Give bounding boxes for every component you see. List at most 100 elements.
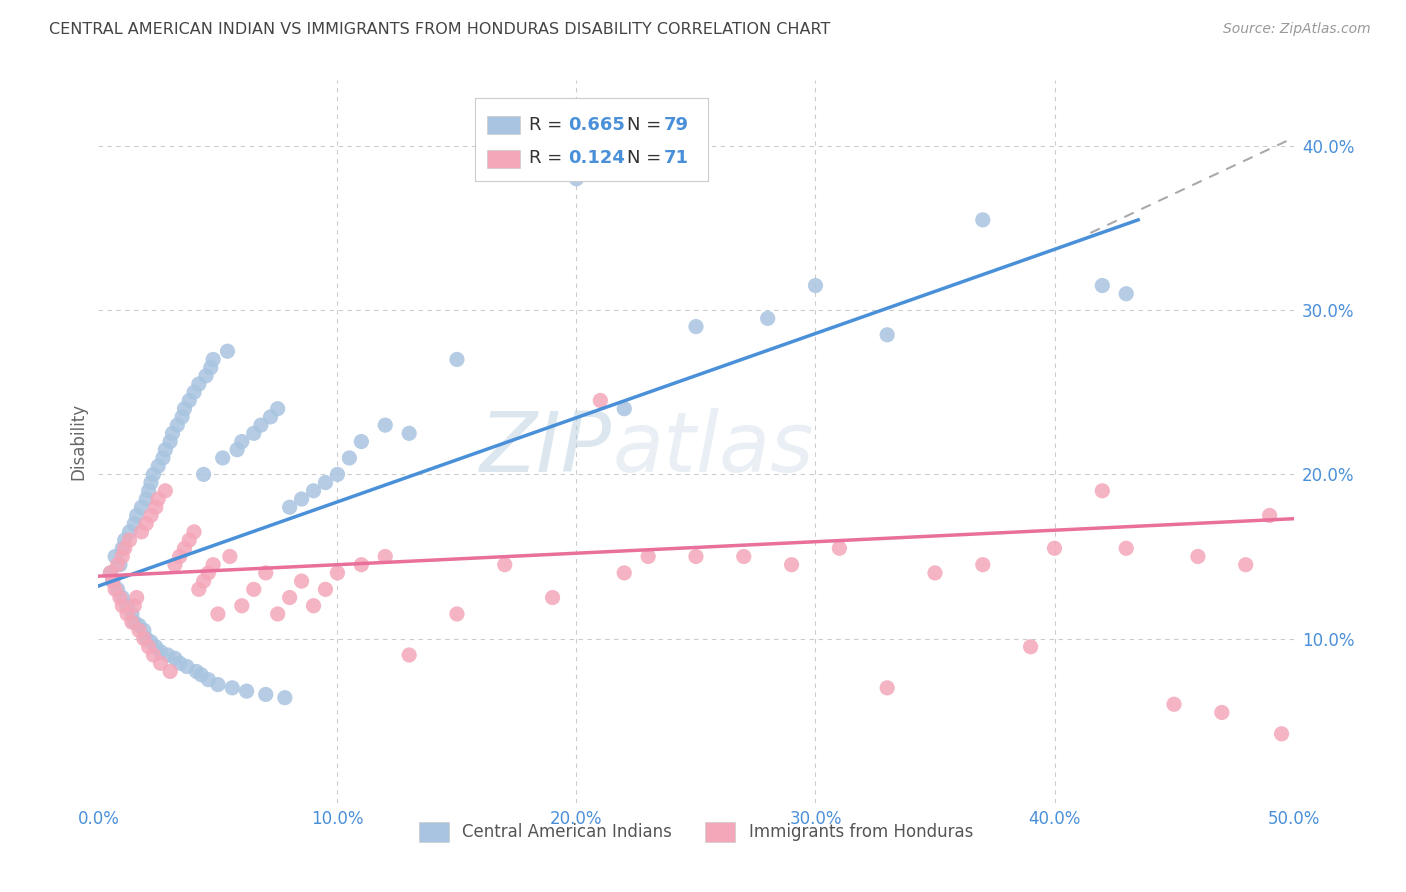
- FancyBboxPatch shape: [486, 150, 520, 168]
- Point: [207, 677, 229, 691]
- Text: 0.665: 0.665: [568, 116, 626, 134]
- Point: [315, 582, 337, 597]
- Point: [135, 632, 157, 646]
- Point: [159, 665, 181, 679]
- Point: [685, 549, 707, 564]
- Text: CENTRAL AMERICAN INDIAN VS IMMIGRANTS FROM HONDURAS DISABILITY CORRELATION CHART: CENTRAL AMERICAN INDIAN VS IMMIGRANTS FR…: [49, 22, 831, 37]
- Text: R =: R =: [529, 116, 568, 134]
- Text: N =: N =: [627, 116, 666, 134]
- Text: ZIP: ZIP: [481, 409, 613, 490]
- Point: [202, 558, 225, 572]
- Point: [1234, 558, 1257, 572]
- Point: [111, 591, 134, 605]
- Point: [1258, 508, 1281, 523]
- Point: [1115, 286, 1137, 301]
- Point: [98, 566, 122, 580]
- Point: [179, 393, 201, 408]
- Legend: Central American Indians, Immigrants from Honduras: Central American Indians, Immigrants fro…: [412, 815, 980, 848]
- Point: [169, 657, 191, 671]
- Point: [173, 541, 195, 556]
- Point: [107, 582, 129, 597]
- Point: [374, 418, 396, 433]
- Point: [278, 500, 301, 515]
- Point: [291, 491, 314, 506]
- Point: [221, 681, 243, 695]
- Point: [163, 651, 186, 665]
- Point: [148, 459, 170, 474]
- Point: [104, 549, 127, 564]
- Point: [197, 673, 219, 687]
- Point: [267, 607, 290, 621]
- Point: [1091, 483, 1114, 498]
- Point: [446, 607, 468, 621]
- Point: [243, 582, 266, 597]
- Point: [142, 648, 165, 662]
- Point: [149, 645, 172, 659]
- Point: [138, 640, 160, 654]
- Point: [756, 311, 779, 326]
- Point: [685, 319, 707, 334]
- Point: [235, 684, 257, 698]
- Point: [128, 624, 150, 638]
- Point: [118, 524, 141, 539]
- Point: [155, 442, 177, 457]
- Point: [155, 483, 177, 498]
- Point: [250, 418, 273, 433]
- Point: [326, 566, 349, 580]
- Point: [162, 426, 184, 441]
- Point: [108, 591, 131, 605]
- Point: [163, 558, 186, 572]
- Point: [190, 667, 212, 681]
- Point: [398, 648, 420, 662]
- Text: N =: N =: [627, 149, 666, 168]
- Point: [107, 558, 129, 572]
- Point: [1271, 727, 1294, 741]
- Point: [202, 352, 225, 367]
- Point: [278, 591, 301, 605]
- Point: [374, 549, 396, 564]
- Point: [111, 541, 134, 556]
- Point: [186, 665, 208, 679]
- Point: [1043, 541, 1066, 556]
- Point: [195, 368, 218, 383]
- Point: [115, 607, 138, 621]
- Y-axis label: Disability: Disability: [69, 403, 87, 480]
- Point: [302, 483, 325, 498]
- Point: [124, 599, 146, 613]
- Point: [259, 409, 281, 424]
- Point: [197, 566, 219, 580]
- Point: [142, 467, 165, 482]
- Point: [111, 549, 134, 564]
- Point: [169, 549, 191, 564]
- Point: [267, 401, 290, 416]
- Point: [828, 541, 851, 556]
- Point: [115, 599, 138, 613]
- Point: [193, 467, 215, 482]
- Point: [315, 475, 337, 490]
- Point: [1211, 706, 1233, 720]
- Point: [274, 690, 297, 705]
- Point: [131, 500, 153, 515]
- Point: [139, 635, 162, 649]
- Point: [565, 171, 588, 186]
- Point: [876, 327, 898, 342]
- Point: [207, 607, 229, 621]
- Point: [972, 558, 994, 572]
- Point: [446, 352, 468, 367]
- Point: [217, 344, 239, 359]
- Point: [145, 500, 167, 515]
- Point: [172, 409, 194, 424]
- Point: [128, 618, 150, 632]
- Point: [924, 566, 946, 580]
- Text: R =: R =: [529, 149, 568, 168]
- Point: [156, 648, 179, 662]
- Point: [114, 533, 136, 547]
- Point: [125, 508, 148, 523]
- Point: [231, 599, 253, 613]
- Point: [733, 549, 755, 564]
- Point: [350, 558, 373, 572]
- Point: [780, 558, 803, 572]
- Point: [132, 624, 155, 638]
- Point: [219, 549, 242, 564]
- Point: [148, 491, 170, 506]
